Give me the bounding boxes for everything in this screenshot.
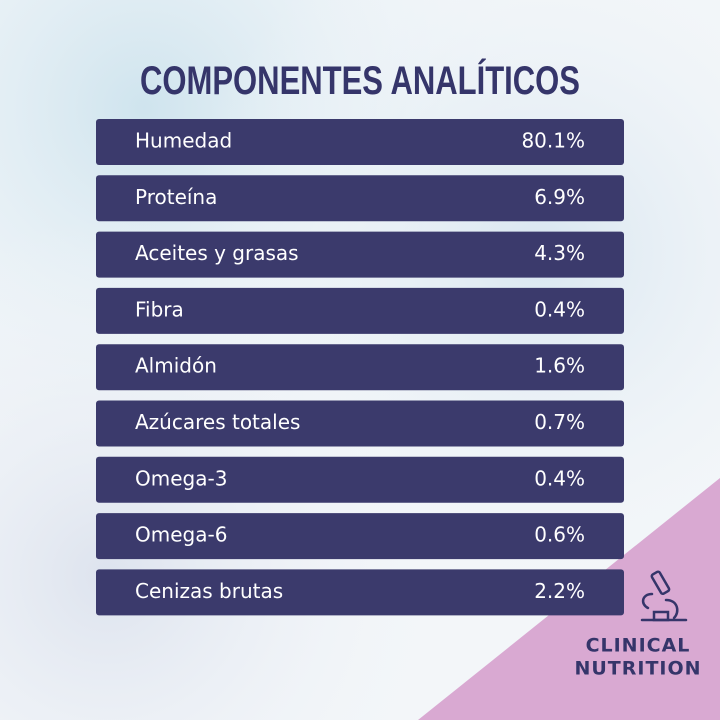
table-row: Azúcares totales 0.7% [96, 400, 624, 447]
row-label: Proteína [135, 185, 217, 209]
row-value: 4.3% [534, 241, 585, 265]
row-label: Cenizas brutas [135, 579, 283, 603]
row-background [96, 569, 624, 616]
title: COMPONENTES ANALÍTICOS [140, 58, 580, 103]
table-row: Omega-3 0.4% [96, 456, 624, 503]
table-row: Cenizas brutas 2.2% [96, 569, 624, 616]
microscope-icon [640, 570, 688, 622]
row-value: 80.1% [521, 129, 585, 153]
badge-line: NUTRITION [574, 658, 701, 680]
row-background [96, 513, 624, 560]
row-background [96, 400, 624, 447]
table-row: Almidón 1.6% [96, 344, 624, 391]
row-value: 0.4% [534, 297, 585, 321]
table-row: Aceites y grasas 4.3% [96, 231, 624, 278]
table-row: Proteína 6.9% [96, 175, 624, 222]
table: Humedad 80.1% Proteína 6.9% Aceites y grasas… [96, 119, 624, 616]
table-row: Humedad 80.1% [96, 119, 624, 165]
row-value: 0.4% [534, 466, 585, 490]
row-value: 0.7% [534, 410, 585, 434]
row-label: Fibra [135, 297, 184, 321]
row-label: Azúcares totales [135, 410, 300, 434]
row-background [96, 175, 624, 222]
row-background [96, 344, 624, 391]
row-background [96, 119, 624, 165]
row-label: Omega-6 [135, 523, 227, 547]
table-row: Fibra 0.4% [96, 287, 624, 334]
row-label: Aceites y grasas [135, 241, 299, 265]
table-row: Omega-6 0.6% [96, 513, 624, 560]
row-value: 6.9% [534, 185, 585, 209]
row-value: 1.6% [534, 354, 585, 378]
row-value: 2.2% [534, 579, 585, 603]
badge-line: CLINICAL [586, 635, 691, 657]
row-label: Almidón [135, 354, 217, 378]
row-background [96, 231, 624, 278]
row-value: 0.6% [534, 523, 585, 547]
row-label: Humedad [135, 129, 232, 153]
row-label: Omega-3 [135, 466, 227, 490]
row-background [96, 287, 624, 334]
row-background [96, 456, 624, 503]
